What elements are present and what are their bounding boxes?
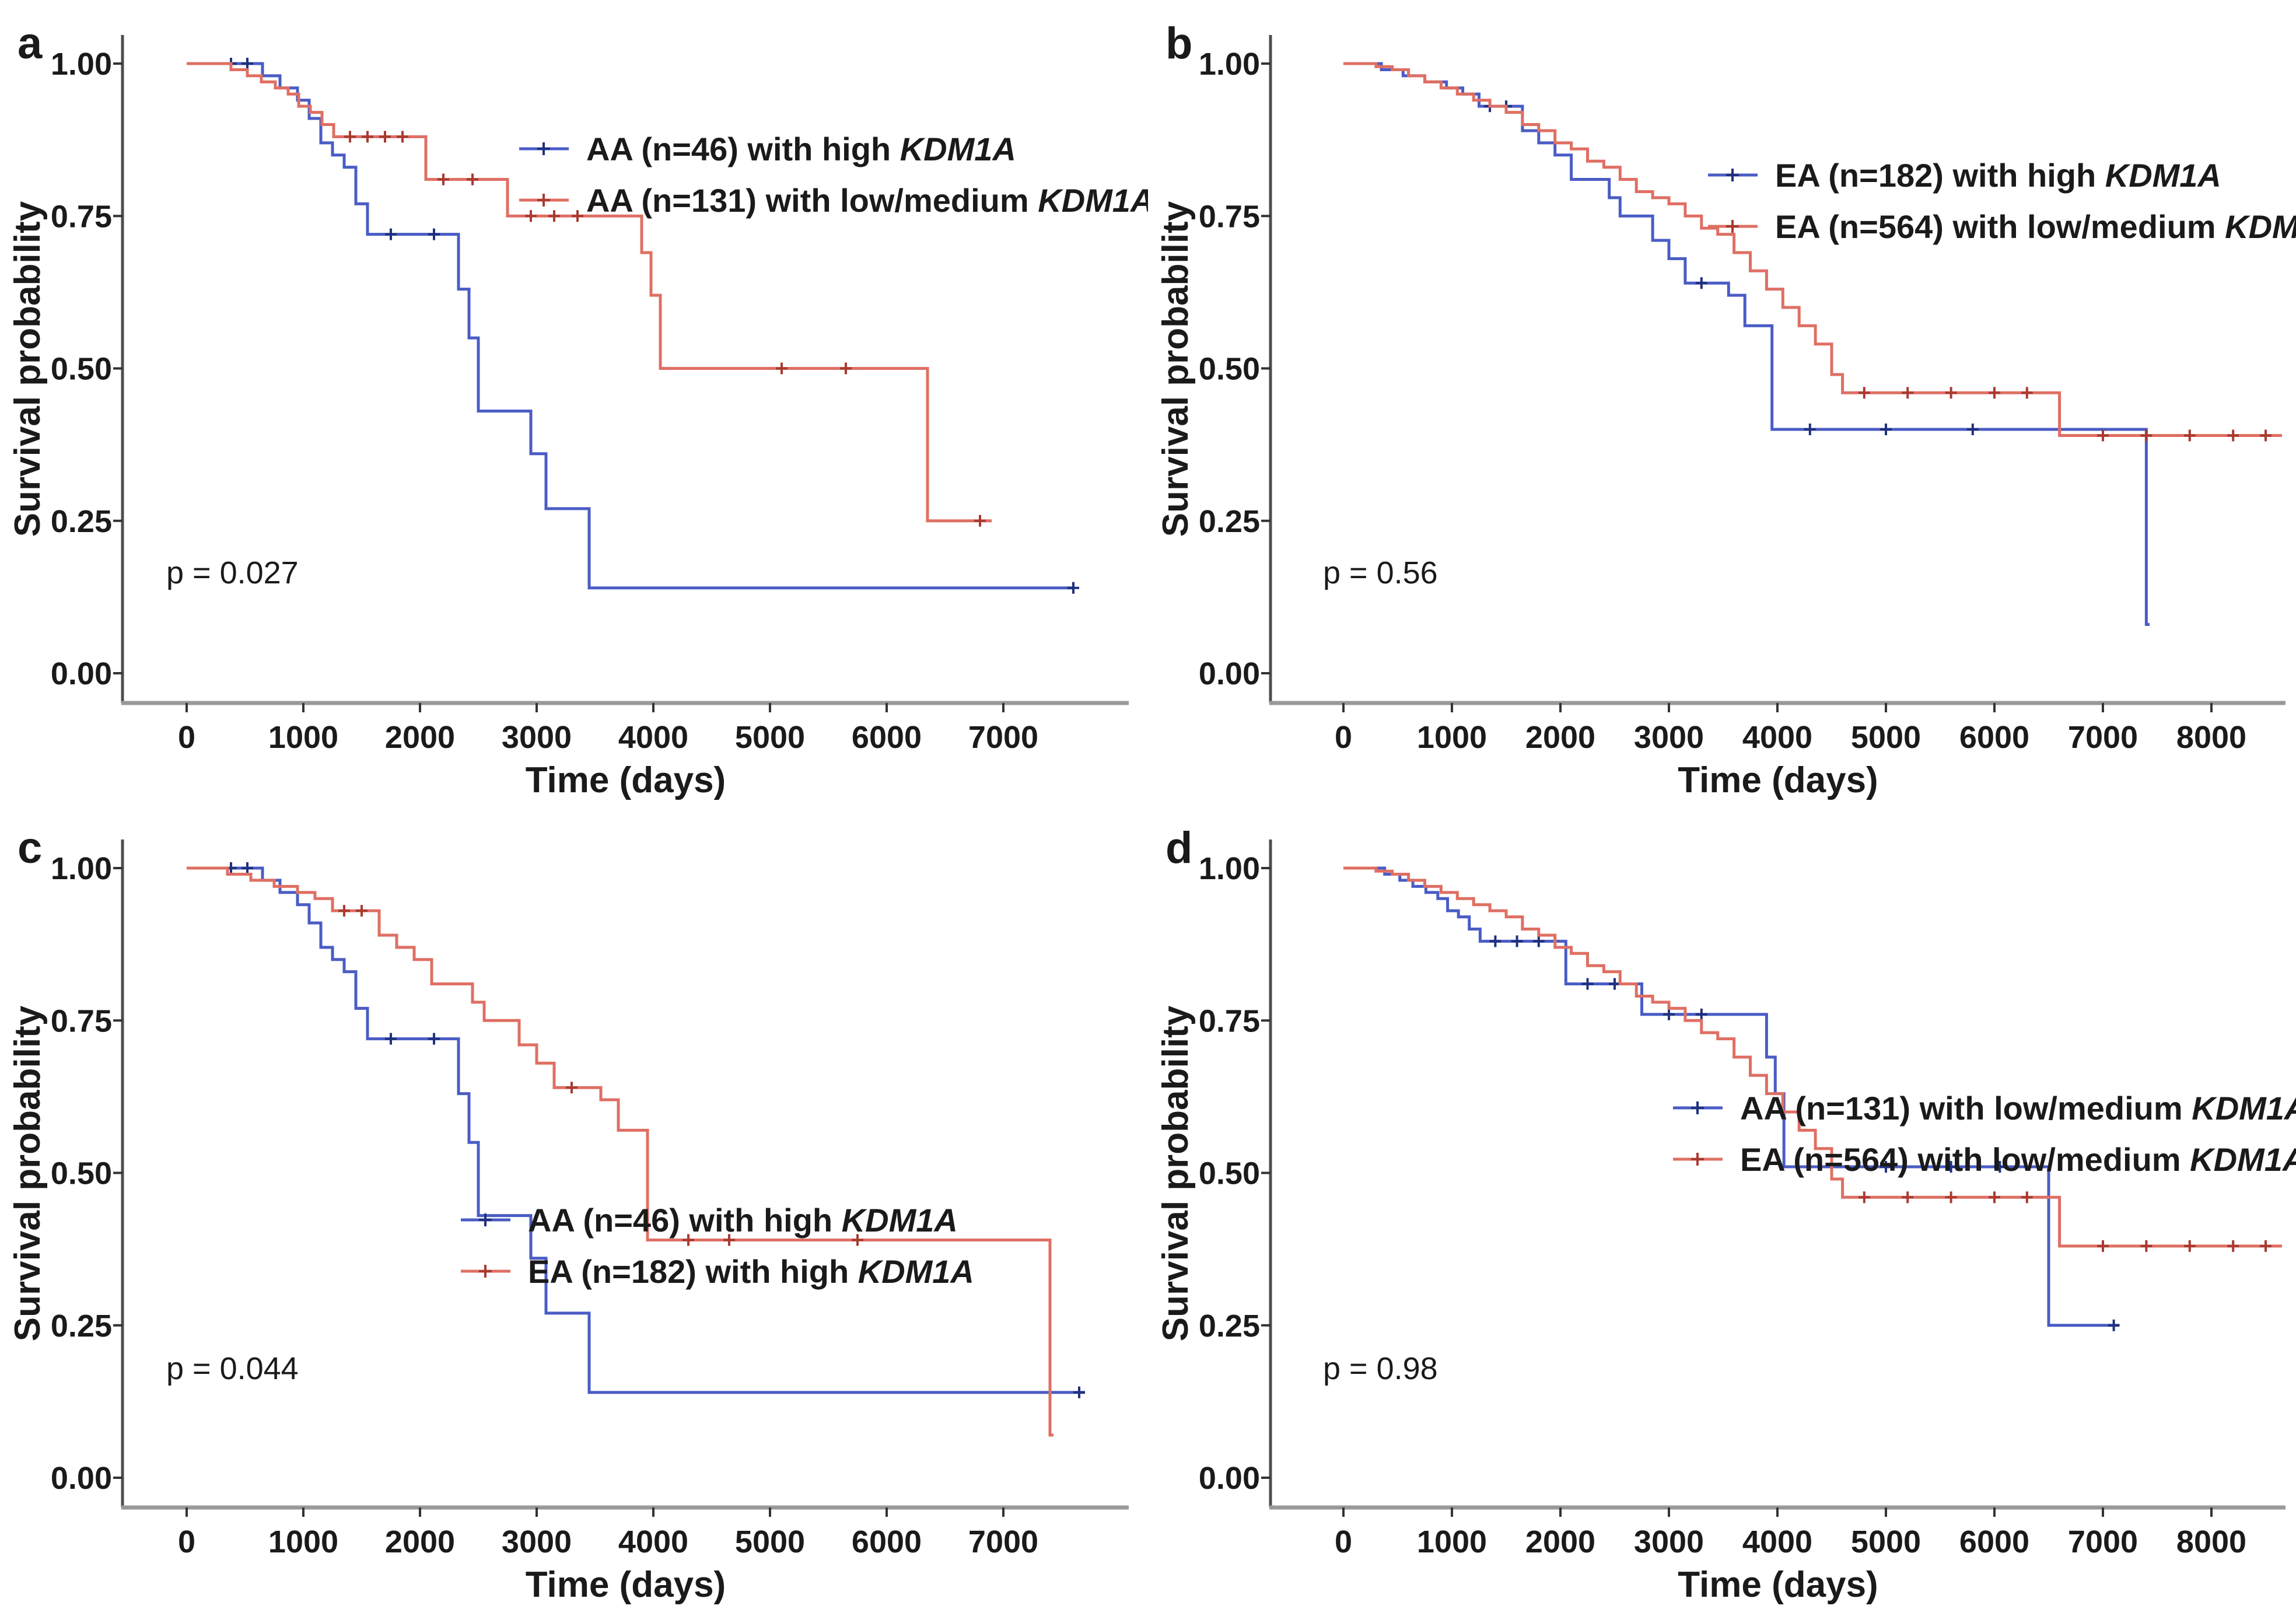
km-curve-blue [187, 62, 1073, 590]
x-tick-label: 5000 [735, 720, 805, 755]
x-tick-label: 5000 [735, 1524, 805, 1559]
x-tick-label: 0 [1335, 720, 1352, 755]
y-axis-title: Survival probability [1156, 1005, 1196, 1341]
x-tick-label: 4000 [618, 1524, 688, 1559]
y-axis-title: Survival probability [8, 1005, 48, 1341]
x-tick-label: 4000 [618, 720, 688, 755]
y-axis-title: Survival probability [8, 201, 48, 537]
km-curve-blue [1343, 62, 2150, 626]
x-tick-label: 5000 [1851, 720, 1921, 755]
x-tick-label: 0 [1335, 1524, 1352, 1559]
legend-label: EA (n=182) with high KDM1A [528, 1253, 974, 1290]
x-tick-label: 7000 [2068, 720, 2138, 755]
x-tick-label: 8000 [2176, 1524, 2246, 1559]
x-tick-label: 0 [178, 720, 195, 755]
legend-label: AA (n=131) with low/medium KDM1A [1740, 1090, 2296, 1127]
x-tick-label: 3000 [502, 720, 572, 755]
y-tick-label: 0.00 [51, 1461, 112, 1496]
x-axis-title: Time (days) [1678, 1565, 1878, 1605]
panel-d: d 1.00 0.75 0.50 0.25 0.00 0 1000 2000 3000 4000 50… [1148, 804, 2296, 1609]
panel-c: c 1.00 0.75 0.50 0.25 0.00 0 1000 2000 3000 4000 50… [0, 804, 1148, 1609]
x-tick-label: 6000 [852, 720, 922, 755]
y-tick-label: 0.00 [1199, 1461, 1260, 1496]
km-curve-red [187, 866, 1054, 1437]
x-tick-label: 6000 [852, 1524, 922, 1559]
x-tick-label: 3000 [1634, 720, 1704, 755]
y-tick-label: 0.25 [1199, 1309, 1260, 1344]
p-value-label: p = 0.044 [166, 1351, 299, 1386]
y-tick-label: 1.00 [1199, 851, 1260, 886]
y-tick-label: 1.00 [1199, 47, 1260, 82]
legend-label: EA (n=564) with low/medium KDM1A [1775, 208, 2296, 245]
y-tick-label: 0.25 [1199, 504, 1260, 539]
panel-b-chart: b 1.00 0.75 0.50 0.25 0.00 0 1000 2000 3000 4000 50… [1156, 19, 2296, 800]
y-tick-label: 0.75 [1199, 199, 1260, 234]
p-value-label: p = 0.98 [1323, 1351, 1438, 1386]
legend-label: AA (n=46) with high KDM1A [528, 1202, 958, 1239]
y-tick-label: 0.00 [1199, 656, 1260, 691]
y-tick-label: 0.50 [1199, 352, 1260, 387]
panel-c-chart: c 1.00 0.75 0.50 0.25 0.00 0 1000 2000 3000 4000 50… [8, 823, 1129, 1605]
y-tick-label: 0.50 [51, 352, 112, 387]
y-tick-label: 1.00 [51, 47, 112, 82]
x-tick-label: 3000 [502, 1524, 572, 1559]
panel-letter: c [18, 823, 42, 873]
x-tick-label: 4000 [1742, 1524, 1812, 1559]
x-tick-label: 7000 [968, 1524, 1038, 1559]
y-tick-label: 0.50 [51, 1156, 112, 1191]
km-curve-red [187, 62, 992, 523]
x-tick-label: 8000 [2176, 720, 2246, 755]
x-axis-title: Time (days) [526, 760, 726, 800]
x-tick-label: 5000 [1851, 1524, 1921, 1559]
panel-a-chart: a 1.00 0.75 0.50 0.25 0.00 0 1000 2000 3000 4000 50… [8, 19, 1148, 800]
legend-label: EA (n=182) with high KDM1A [1775, 157, 2221, 194]
panel-letter: d [1166, 823, 1192, 873]
legend-label: AA (n=131) with low/medium KDM1A [586, 182, 1148, 219]
km-curve-red [1343, 62, 2282, 437]
x-tick-label: 7000 [968, 720, 1038, 755]
panel-letter: a [18, 19, 43, 68]
x-tick-label: 3000 [1634, 1524, 1704, 1559]
panel-a: a 1.00 0.75 0.50 0.25 0.00 0 1000 2000 3000 4000 50… [0, 0, 1148, 804]
x-tick-label: 1000 [1417, 720, 1487, 755]
legend-label: EA (n=564) with low/medium KDM1A [1740, 1141, 2296, 1178]
panel-b: b 1.00 0.75 0.50 0.25 0.00 0 1000 2000 3000 4000 50… [1148, 0, 2296, 804]
x-tick-label: 6000 [1959, 1524, 2029, 1559]
y-tick-label: 0.00 [51, 656, 112, 691]
y-axis-title: Survival probability [1156, 201, 1196, 537]
x-axis-title: Time (days) [526, 1565, 726, 1605]
legend-label: AA (n=46) with high KDM1A [586, 131, 1016, 167]
x-tick-label: 7000 [2068, 1524, 2138, 1559]
y-tick-label: 0.25 [51, 504, 112, 539]
panel-letter: b [1166, 19, 1192, 68]
p-value-label: p = 0.56 [1323, 555, 1438, 590]
x-tick-label: 2000 [1525, 1524, 1595, 1559]
km-curve-red [1343, 866, 2282, 1248]
x-tick-label: 6000 [1959, 720, 2029, 755]
panel-d-chart: d 1.00 0.75 0.50 0.25 0.00 0 1000 2000 3000 4000 50… [1156, 823, 2296, 1605]
km-curve-blue [187, 866, 1085, 1394]
x-tick-label: 1000 [268, 720, 338, 755]
x-tick-label: 2000 [385, 1524, 455, 1559]
y-tick-label: 0.75 [51, 199, 112, 234]
y-tick-label: 0.75 [51, 1003, 112, 1038]
x-tick-label: 2000 [1525, 720, 1595, 755]
x-tick-label: 1000 [268, 1524, 338, 1559]
y-tick-label: 1.00 [51, 851, 112, 886]
x-tick-label: 2000 [385, 720, 455, 755]
p-value-label: p = 0.027 [166, 555, 299, 590]
x-tick-label: 0 [178, 1524, 195, 1559]
x-axis-title: Time (days) [1678, 760, 1878, 800]
x-tick-label: 1000 [1417, 1524, 1487, 1559]
y-tick-label: 0.75 [1199, 1003, 1260, 1038]
y-tick-label: 0.25 [51, 1309, 112, 1344]
y-tick-label: 0.50 [1199, 1156, 1260, 1191]
x-tick-label: 4000 [1742, 720, 1812, 755]
